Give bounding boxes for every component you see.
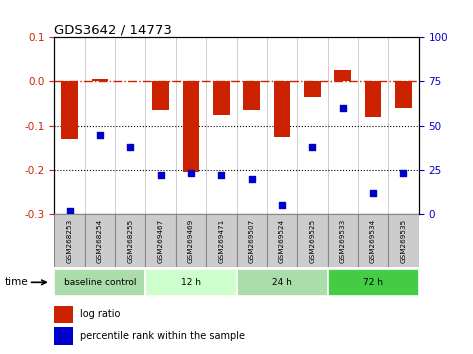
Bar (358, 214, 388, 267)
Text: GSM269535: GSM269535 (401, 218, 406, 263)
Point (278, 202, 286, 208)
Text: GSM269507: GSM269507 (249, 218, 254, 263)
Point (187, 171, 195, 176)
Point (218, 172, 225, 178)
Bar (54, 306, 73, 323)
Bar (327, 214, 358, 267)
Bar (304, 81, 321, 97)
Point (339, 105, 347, 111)
Bar (54, 269, 146, 296)
Text: percentile rank within the sample: percentile rank within the sample (80, 331, 245, 341)
Bar (297, 214, 327, 267)
Text: 72 h: 72 h (363, 278, 383, 287)
Bar (146, 269, 236, 296)
Point (126, 144, 134, 150)
Bar (145, 214, 176, 267)
Bar (85, 214, 115, 267)
Bar (54, 214, 85, 267)
Text: GSM269469: GSM269469 (188, 218, 194, 263)
Text: 24 h: 24 h (272, 278, 292, 287)
Bar (183, 81, 199, 172)
Text: GSM268255: GSM268255 (127, 218, 133, 263)
Bar (334, 70, 351, 81)
Bar (213, 81, 230, 115)
Text: log ratio: log ratio (80, 309, 120, 319)
Point (248, 176, 255, 182)
Text: GSM269525: GSM269525 (309, 218, 315, 263)
Text: GSM269534: GSM269534 (370, 218, 376, 263)
Bar (152, 81, 169, 110)
Bar (236, 214, 267, 267)
Bar (54, 327, 73, 345)
Text: 12 h: 12 h (181, 278, 201, 287)
Text: baseline control: baseline control (64, 278, 136, 287)
Text: GSM268254: GSM268254 (97, 218, 103, 263)
Text: GSM269533: GSM269533 (340, 218, 346, 263)
Bar (327, 269, 419, 296)
Bar (236, 269, 327, 296)
Bar (274, 81, 290, 137)
Text: GSM268253: GSM268253 (67, 218, 72, 263)
Bar (61, 81, 78, 139)
Text: GSM269467: GSM269467 (158, 218, 164, 263)
Text: time: time (5, 277, 28, 287)
Point (66, 208, 73, 213)
Text: GSM269524: GSM269524 (279, 218, 285, 263)
Point (400, 171, 407, 176)
Text: GDS3642 / 14773: GDS3642 / 14773 (54, 23, 172, 36)
Bar (176, 214, 206, 267)
Point (157, 172, 165, 178)
Bar (92, 79, 108, 81)
Text: GSM269471: GSM269471 (219, 218, 224, 263)
Point (369, 190, 377, 196)
Bar (243, 81, 260, 110)
Bar (267, 214, 297, 267)
Bar (115, 214, 146, 267)
Bar (395, 81, 412, 108)
Point (308, 144, 316, 150)
Point (96, 132, 104, 137)
Bar (365, 81, 381, 117)
Bar (206, 214, 236, 267)
Bar (388, 214, 419, 267)
